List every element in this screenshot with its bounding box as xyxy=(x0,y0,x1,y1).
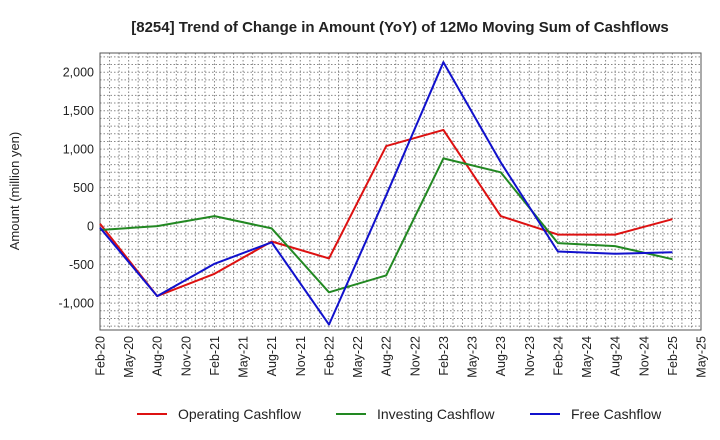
y-tick-label: 1,000 xyxy=(63,143,94,157)
x-tick-label: Aug-22 xyxy=(380,336,394,376)
y-tick-label: -500 xyxy=(69,258,94,272)
legend: Operating Cashflow Investing Cashflow Free… xyxy=(137,406,662,422)
y-tick-label: 500 xyxy=(73,181,94,195)
legend-label-operating-cashflow: Operating Cashflow xyxy=(178,406,302,422)
series-line-operating-cashflow xyxy=(99,128,673,298)
y-tick-label: 1,500 xyxy=(63,104,94,118)
x-tick-label: Feb-23 xyxy=(437,336,451,376)
x-tick-label: May-23 xyxy=(466,336,480,378)
x-tick-label: Feb-20 xyxy=(94,336,108,376)
y-tick-label: -1,000 xyxy=(59,297,94,311)
y-tick-label: 0 xyxy=(87,220,94,234)
x-tick-label: May-22 xyxy=(351,336,365,378)
x-tick-label: Feb-22 xyxy=(322,336,336,376)
x-tick-label: Nov-20 xyxy=(179,336,193,376)
legend-label-free-cashflow: Free Cashflow xyxy=(571,406,662,422)
x-tick-label: Feb-21 xyxy=(208,336,222,376)
x-tick-label: Feb-25 xyxy=(666,336,680,376)
plot-area: 2,000 1,500 1,000 500 0 -500 -1,000 Feb-20 May-2… xyxy=(59,52,709,378)
x-tick-label: Nov-21 xyxy=(294,336,308,376)
x-tick-label: May-20 xyxy=(122,336,136,378)
x-tick-label: Aug-21 xyxy=(265,336,279,376)
x-tick-label: Nov-23 xyxy=(523,336,537,376)
legend-label-investing-cashflow: Investing Cashflow xyxy=(377,406,495,422)
x-tick-label: Nov-22 xyxy=(408,336,422,376)
series-line-free-cashflow xyxy=(99,61,673,326)
series-line-investing-cashflow xyxy=(99,157,673,294)
x-tick-label: May-25 xyxy=(695,336,709,378)
x-tick-label: Aug-23 xyxy=(494,336,508,376)
x-tick-label: Aug-20 xyxy=(151,336,165,376)
x-tick-label: Nov-24 xyxy=(637,336,651,376)
x-tick-label: May-21 xyxy=(237,336,251,378)
y-axis-label: Amount (million yen) xyxy=(7,132,22,251)
plot-frame xyxy=(99,52,702,331)
x-tick-label: May-24 xyxy=(580,336,594,378)
plot-background xyxy=(100,53,701,330)
x-tick-label: Aug-24 xyxy=(609,336,623,376)
chart-title: [8254] Trend of Change in Amount (YoY) o… xyxy=(131,19,669,36)
y-tick-label: 2,000 xyxy=(63,66,94,80)
x-tick-label: Feb-24 xyxy=(551,336,565,376)
